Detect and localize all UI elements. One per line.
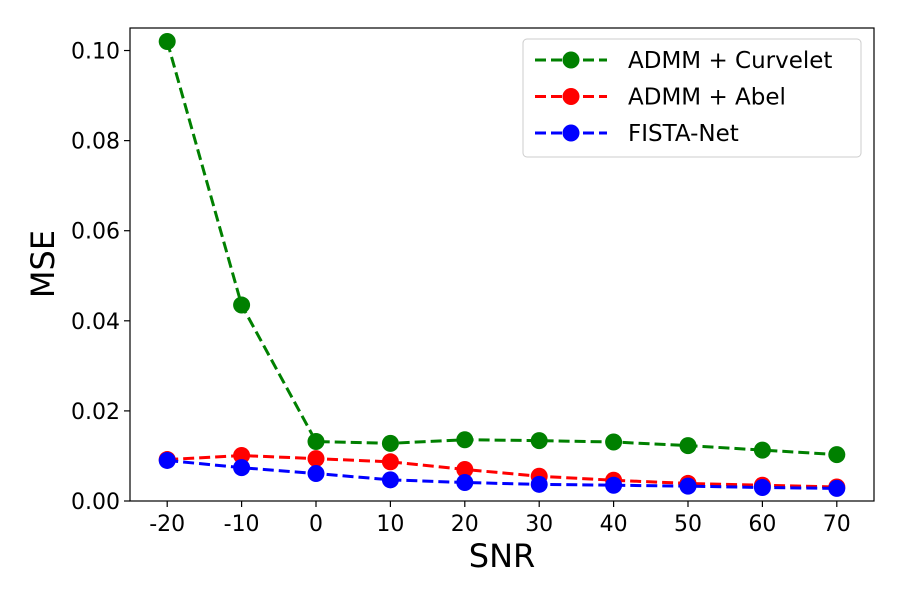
data-point [307,433,325,451]
y-axis: 0.00 0.02 0.04 0.06 0.08 0.10 [71,40,130,515]
y-tick-label: 0.00 [71,490,120,515]
x-tick-label: 60 [748,512,776,537]
x-tick-label: 30 [525,512,553,537]
x-tick-label: 70 [823,512,851,537]
series-fista-net [158,451,846,497]
data-point [233,459,251,477]
data-point [381,453,399,471]
data-point [605,433,623,451]
data-point [828,479,846,497]
legend-marker [562,51,580,69]
data-point [456,474,474,492]
data-point [679,477,697,495]
legend-item: FISTA-Net [535,121,739,147]
series-admm-curvelet [158,33,846,464]
y-tick-label: 0.02 [71,400,120,425]
x-tick-label: -10 [224,512,260,537]
y-tick-label: 0.08 [71,130,120,155]
y-tick-label: 0.04 [71,310,120,335]
plot-frame [129,27,875,502]
legend-marker [562,88,580,105]
y-tick-label: 0.06 [71,220,120,245]
data-point [233,447,251,465]
data-point [158,33,176,51]
data-point [307,450,325,468]
legend-item: ADMM + Curvelet [535,48,832,74]
y-axis-title: MSE [24,230,62,298]
data-point [679,437,697,455]
data-point [233,296,251,314]
data-point [753,478,771,496]
data-point [381,434,399,452]
x-tick-label: -20 [149,512,185,537]
data-point [530,475,548,493]
legend-marker [562,124,580,142]
y-tick-label: 0.10 [71,40,120,65]
legend-label: ADMM + Abel [628,85,786,111]
data-point [530,432,548,450]
series-line [167,458,837,490]
data-point [828,446,846,464]
data-point [158,451,176,469]
x-tick-label: 40 [600,512,628,537]
series-line [165,41,837,457]
data-point [456,460,474,478]
data-point [307,465,325,483]
legend-box [522,38,862,158]
legend-item: ADMM + Abel [535,85,786,111]
x-tick-label: 10 [376,512,404,537]
legend: ADMM + Curvelet ADMM + Abel FISTA-Net [522,38,862,158]
legend-label: ADMM + Curvelet [628,48,832,74]
series-layer [158,33,846,497]
data-point [753,441,771,459]
x-tick-label: 0 [309,512,323,537]
data-point [605,476,623,494]
data-point [381,471,399,489]
x-tick-label: 20 [451,512,479,537]
x-axis: -20 -10 0 10 20 30 40 50 60 70 [149,501,851,537]
data-point [456,431,474,449]
x-tick-label: 50 [674,512,702,537]
legend-label: FISTA-Net [628,121,739,147]
x-axis-title: SNR [469,537,535,575]
